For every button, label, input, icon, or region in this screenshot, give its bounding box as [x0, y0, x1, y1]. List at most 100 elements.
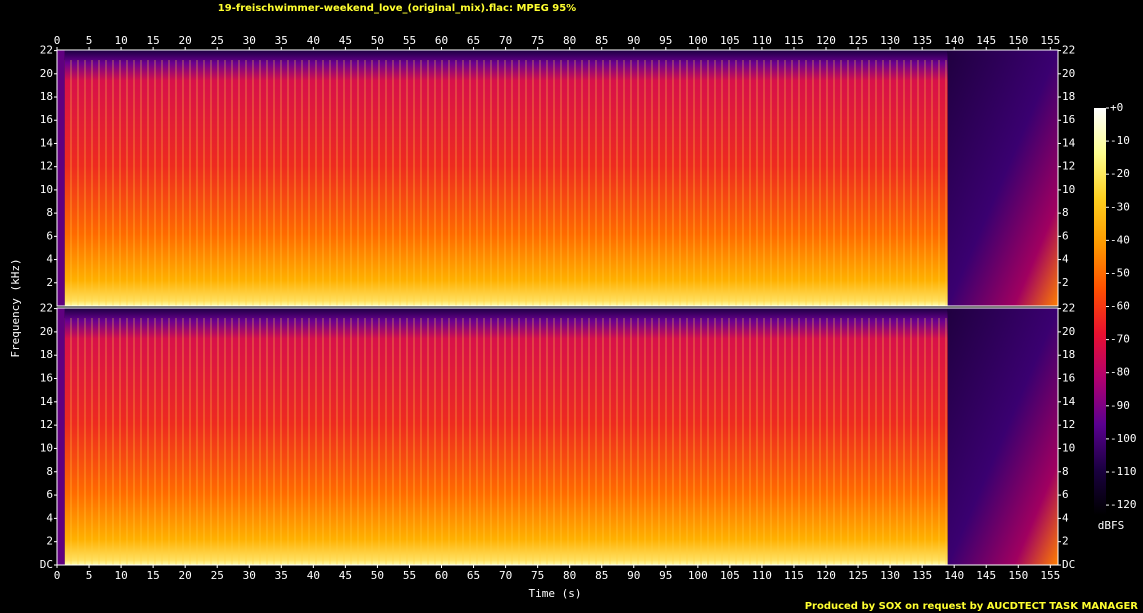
colorbar-tick-label: -30: [1110, 200, 1130, 213]
x-tick-label-top: 0: [54, 34, 61, 47]
y-tick-label-right: 22: [1062, 302, 1075, 315]
x-tick-label-top: 155: [1040, 34, 1060, 47]
colorbar-label: dBFS: [1098, 519, 1125, 532]
colorbar-tick-label: +0: [1110, 101, 1123, 114]
colorbar-tick-label: -70: [1110, 333, 1130, 346]
y-tick-label-right: 16: [1062, 372, 1075, 385]
x-tick-label-top: 55: [403, 34, 416, 47]
x-tick-label: 140: [944, 569, 964, 582]
x-tick-label-top: 145: [976, 34, 996, 47]
x-tick-label-top: 70: [499, 34, 512, 47]
y-tick-label: 8: [46, 206, 53, 219]
chart-title: 19-freischwimmer-weekend_love_(original_…: [218, 3, 576, 14]
y-tick-label-right: 18: [1062, 348, 1075, 361]
y-tick-label-right: 10: [1062, 183, 1075, 196]
x-tick-label-top: 5: [86, 34, 93, 47]
x-tick-label: 120: [816, 569, 836, 582]
x-tick-label: 80: [563, 569, 576, 582]
y-tick-label: 18: [40, 348, 53, 361]
colorbar-tick-label: -80: [1110, 366, 1130, 379]
y-tick-label-right: 22: [1062, 44, 1075, 57]
colorbar-tick-label: -10: [1110, 134, 1130, 147]
y-tick-label-right: 12: [1062, 418, 1075, 431]
x-tick-label: 100: [688, 569, 708, 582]
x-tick-label-top: 10: [114, 34, 127, 47]
y-tick-label-right: 10: [1062, 441, 1075, 454]
spectrogram-tail: [947, 308, 1058, 565]
y-tick-label-right: DC: [1062, 558, 1075, 571]
x-tick-label-top: 65: [467, 34, 480, 47]
plot-frame: [56, 307, 1059, 566]
x-tick-label: 15: [147, 569, 160, 582]
y-tick-label: 20: [40, 325, 53, 338]
x-tick-label: 10: [114, 569, 127, 582]
colorbar-tick-label: -20: [1110, 167, 1130, 180]
x-tick-label: 145: [976, 569, 996, 582]
x-tick-label: 65: [467, 569, 480, 582]
x-tick-label-top: 40: [307, 34, 320, 47]
colorbar-tick-label: -60: [1110, 300, 1130, 313]
y-tick-label: 10: [40, 183, 53, 196]
y-tick-label: 18: [40, 90, 53, 103]
x-tick-label: 130: [880, 569, 900, 582]
x-tick-label: 75: [531, 569, 544, 582]
y-tick-label: 2: [46, 276, 53, 289]
y-tick-label: DC: [40, 558, 53, 571]
x-tick-label-top: 45: [339, 34, 352, 47]
colorbar-tick-label: -110: [1110, 465, 1137, 478]
spectrogram-tail: [947, 50, 1058, 306]
x-tick-label-top: 60: [435, 34, 448, 47]
y-tick-label-right: 20: [1062, 325, 1075, 338]
y-tick-label-right: 2: [1062, 535, 1069, 548]
x-tick-label-top: 15: [147, 34, 160, 47]
x-tick-label-top: 100: [688, 34, 708, 47]
spectrogram-edge: [57, 50, 65, 306]
x-tick-label: 90: [627, 569, 640, 582]
y-tick-label: 16: [40, 113, 53, 126]
y-tick-label: 10: [40, 441, 53, 454]
y-tick-label: 14: [40, 395, 54, 408]
x-tick-label-top: 25: [211, 34, 224, 47]
x-tick-label-top: 85: [595, 34, 608, 47]
y-tick-label-right: 16: [1062, 113, 1075, 126]
y-tick-label-right: 8: [1062, 465, 1069, 478]
colorbar-tick-label: -90: [1110, 399, 1130, 412]
x-tick-label-top: 75: [531, 34, 544, 47]
y-tick-label: 22: [40, 44, 53, 57]
x-axis-label: Time (s): [529, 587, 582, 600]
y-tick-label-right: 6: [1062, 488, 1069, 501]
y-tick-label: 20: [40, 67, 53, 80]
x-tick-label-top: 50: [371, 34, 384, 47]
x-tick-label: 85: [595, 569, 608, 582]
x-tick-label: 55: [403, 569, 416, 582]
x-tick-label: 40: [307, 569, 320, 582]
x-tick-label: 35: [275, 569, 288, 582]
x-tick-label-top: 135: [912, 34, 932, 47]
y-tick-label: 4: [46, 253, 53, 266]
x-tick-label: 50: [371, 569, 384, 582]
x-tick-label: 60: [435, 569, 448, 582]
y-tick-label-right: 2: [1062, 276, 1069, 289]
x-tick-label-top: 130: [880, 34, 900, 47]
x-tick-label: 155: [1040, 569, 1060, 582]
x-tick-label-top: 20: [179, 34, 192, 47]
x-tick-label-top: 115: [784, 34, 804, 47]
x-tick-label-top: 125: [848, 34, 868, 47]
spectrogram-edge: [57, 308, 65, 565]
colorbar: [1094, 108, 1106, 515]
x-tick-label: 5: [86, 569, 93, 582]
x-tick-label-top: 105: [720, 34, 740, 47]
y-axis-label: Frequency (kHz): [9, 258, 22, 357]
x-tick-label-top: 95: [659, 34, 672, 47]
x-tick-label: 125: [848, 569, 868, 582]
colorbar-tick-label: -120: [1110, 498, 1137, 511]
x-tick-label: 70: [499, 569, 512, 582]
y-tick-label-right: 18: [1062, 90, 1075, 103]
y-tick-label-right: 6: [1062, 229, 1069, 242]
y-tick-label-right: 12: [1062, 160, 1075, 173]
footer: Produced by SOX on request by AUCDTECT T…: [805, 601, 1139, 612]
x-tick-label: 20: [179, 569, 192, 582]
y-tick-label: 6: [46, 229, 53, 242]
x-tick-label: 45: [339, 569, 352, 582]
